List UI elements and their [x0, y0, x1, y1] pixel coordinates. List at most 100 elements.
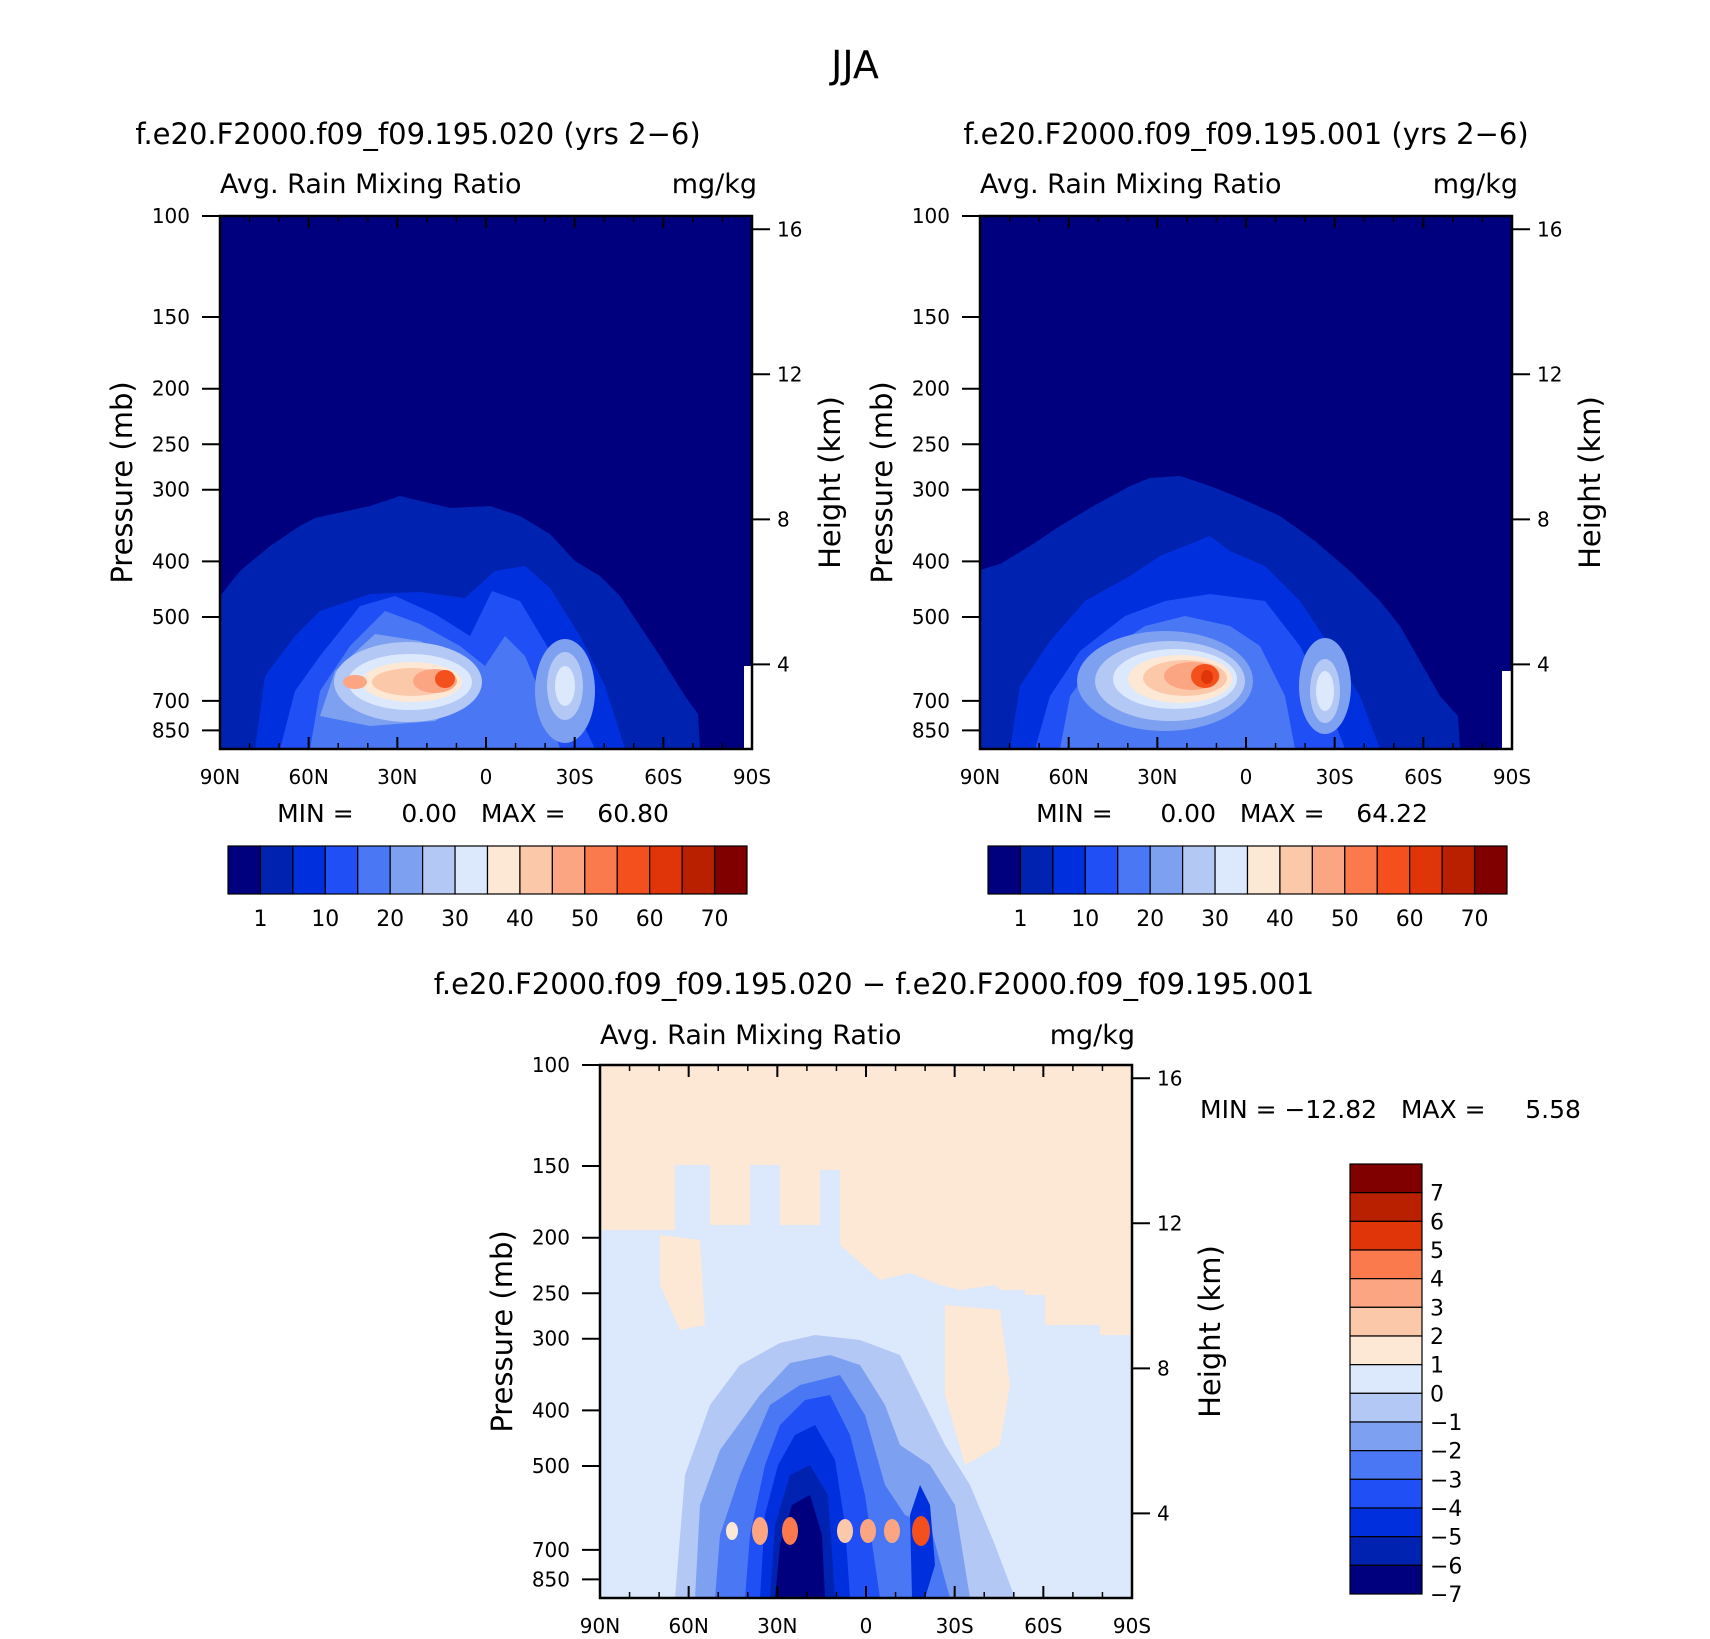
colorbar-label: 0: [1430, 1382, 1444, 1407]
y2-axis-title: Height (km): [813, 396, 847, 569]
panel-1-colorbar: 1 10 20 30 40 50 60 70: [227, 845, 748, 932]
y2-tick-label: 16: [1157, 1066, 1182, 1090]
colorbar-label: 5: [1430, 1239, 1444, 1264]
colorbar-box: [1409, 845, 1443, 895]
y-tick-label: 500: [912, 605, 950, 629]
y-tick-label: 200: [152, 377, 190, 401]
colorbar-box: [1349, 1421, 1423, 1452]
panel-3-max-spot: [912, 1516, 930, 1546]
colorbar-label: 50: [1331, 907, 1359, 932]
colorbar-box: [1349, 1335, 1423, 1366]
y-tick-label: 850: [532, 1567, 570, 1591]
y2-tick-label: 12: [1537, 362, 1562, 386]
colorbar-label: 60: [636, 907, 664, 932]
x-tick-label: 30N: [1137, 765, 1177, 789]
y2-tick-label: 12: [777, 362, 802, 386]
colorbar-box: [519, 845, 553, 895]
colorbar-box: [1084, 845, 1119, 895]
colorbar-box: [1349, 1392, 1423, 1423]
colorbar-box: [1349, 1507, 1423, 1538]
colorbar-label: −5: [1430, 1526, 1462, 1551]
y-tick-label: 150: [532, 1154, 570, 1178]
panel-1-level-10b: [343, 675, 367, 689]
x-tick-label: 60S: [1024, 1614, 1062, 1638]
colorbar-label: 7: [1430, 1182, 1444, 1207]
colorbar-box: [713, 845, 748, 895]
y2-tick-label: 8: [1537, 507, 1550, 531]
panel-2-colorbar: 1 10 20 30 40 50 60 70: [987, 845, 1508, 932]
colorbar-label: 1: [253, 907, 267, 932]
y2-tick-label: 16: [777, 217, 802, 241]
colorbar-box: [486, 845, 521, 895]
y2-tick-label: 4: [1157, 1501, 1170, 1525]
panel-2-level-12: [1201, 670, 1213, 684]
colorbar-box: [1279, 845, 1313, 895]
x-tick-label: 90S: [733, 765, 771, 789]
x-tick-label: 0: [1240, 765, 1253, 789]
y-tick-label: 100: [912, 204, 950, 228]
y-tick-label: 250: [532, 1281, 570, 1305]
x-tick-label: 30S: [556, 765, 594, 789]
colorbar-box: [1349, 1536, 1423, 1566]
colorbar-label: 70: [1461, 907, 1489, 932]
panel-2-minmax: MIN = 0.00 MAX = 64.22: [1036, 799, 1428, 828]
colorbar-box: [1473, 845, 1508, 895]
colorbar-label: 6: [1430, 1210, 1444, 1235]
colorbar-box: [389, 845, 424, 895]
y-tick-label: 100: [152, 204, 190, 228]
colorbar-box: [1117, 845, 1151, 895]
colorbar-box: [1149, 845, 1184, 895]
colorbar-box: [616, 845, 651, 895]
colorbar-label: 40: [506, 907, 534, 932]
panel-3-pos-spot-6: [726, 1522, 738, 1540]
panel-3-title: f.e20.F2000.f09_f09.195.020 − f.e20.F200…: [434, 967, 1314, 1001]
colorbar-box: [1214, 845, 1249, 895]
panel-1-variable-label: Avg. Rain Mixing Ratio: [220, 169, 522, 200]
colorbar-box: [1441, 845, 1476, 895]
colorbar-box: [227, 845, 262, 895]
y-tick-label: 150: [912, 305, 950, 329]
panel-3-variable-label: Avg. Rain Mixing Ratio: [600, 1020, 902, 1051]
colorbar-label: 4: [1430, 1268, 1444, 1293]
colorbar-box: [1182, 845, 1216, 895]
colorbar-label: 50: [571, 907, 599, 932]
panel-3-units-label: mg/kg: [1050, 1020, 1135, 1051]
y-tick-label: 700: [152, 689, 190, 713]
colorbar-box: [1349, 1163, 1423, 1194]
x-tick-label: 60N: [288, 765, 328, 789]
colorbar-box: [1344, 845, 1378, 895]
colorbar-box: [584, 845, 618, 895]
colorbar-box: [1349, 1220, 1423, 1251]
colorbar-box: [1349, 1306, 1423, 1337]
colorbar-box: [649, 845, 683, 895]
colorbar-box: [1349, 1278, 1423, 1308]
panel-2-variable-label: Avg. Rain Mixing Ratio: [980, 169, 1282, 200]
colorbar-box: [259, 845, 294, 895]
panel-2-units-label: mg/kg: [1433, 169, 1518, 200]
colorbar-box: [1349, 1364, 1423, 1394]
y-tick-label: 400: [532, 1398, 570, 1422]
colorbar-label: 20: [1136, 907, 1164, 932]
y-tick-label: 250: [912, 432, 950, 456]
colorbar-box: [1376, 845, 1411, 895]
colorbar-label: 30: [1201, 907, 1229, 932]
panel-3-axes: 90N 60N 30N 0 30S 60S 90S 100 150 200 250 300 400 500…: [485, 1053, 1227, 1638]
colorbar-box: [1311, 845, 1346, 895]
panel-3-pos-spot-5: [884, 1519, 900, 1543]
panel-1-minmax: MIN = 0.00 MAX = 60.80: [277, 799, 669, 828]
x-tick-label: 90S: [1493, 765, 1531, 789]
x-tick-label: 60S: [644, 765, 682, 789]
colorbar-label: −3: [1430, 1468, 1462, 1493]
y-axis-title: Pressure (mb): [865, 381, 899, 583]
x-tick-label: 90S: [1113, 1614, 1151, 1638]
y2-tick-label: 8: [1157, 1356, 1170, 1380]
colorbar-box: [454, 845, 489, 895]
colorbar-box: [1349, 1450, 1423, 1480]
colorbar-box: [292, 845, 326, 895]
panel-3-pos-patch: [660, 1235, 705, 1330]
y-tick-label: 200: [532, 1226, 570, 1250]
x-tick-label: 90N: [580, 1614, 620, 1638]
panel-2-level-7b: [1316, 671, 1334, 711]
colorbar-box: [1246, 845, 1281, 895]
